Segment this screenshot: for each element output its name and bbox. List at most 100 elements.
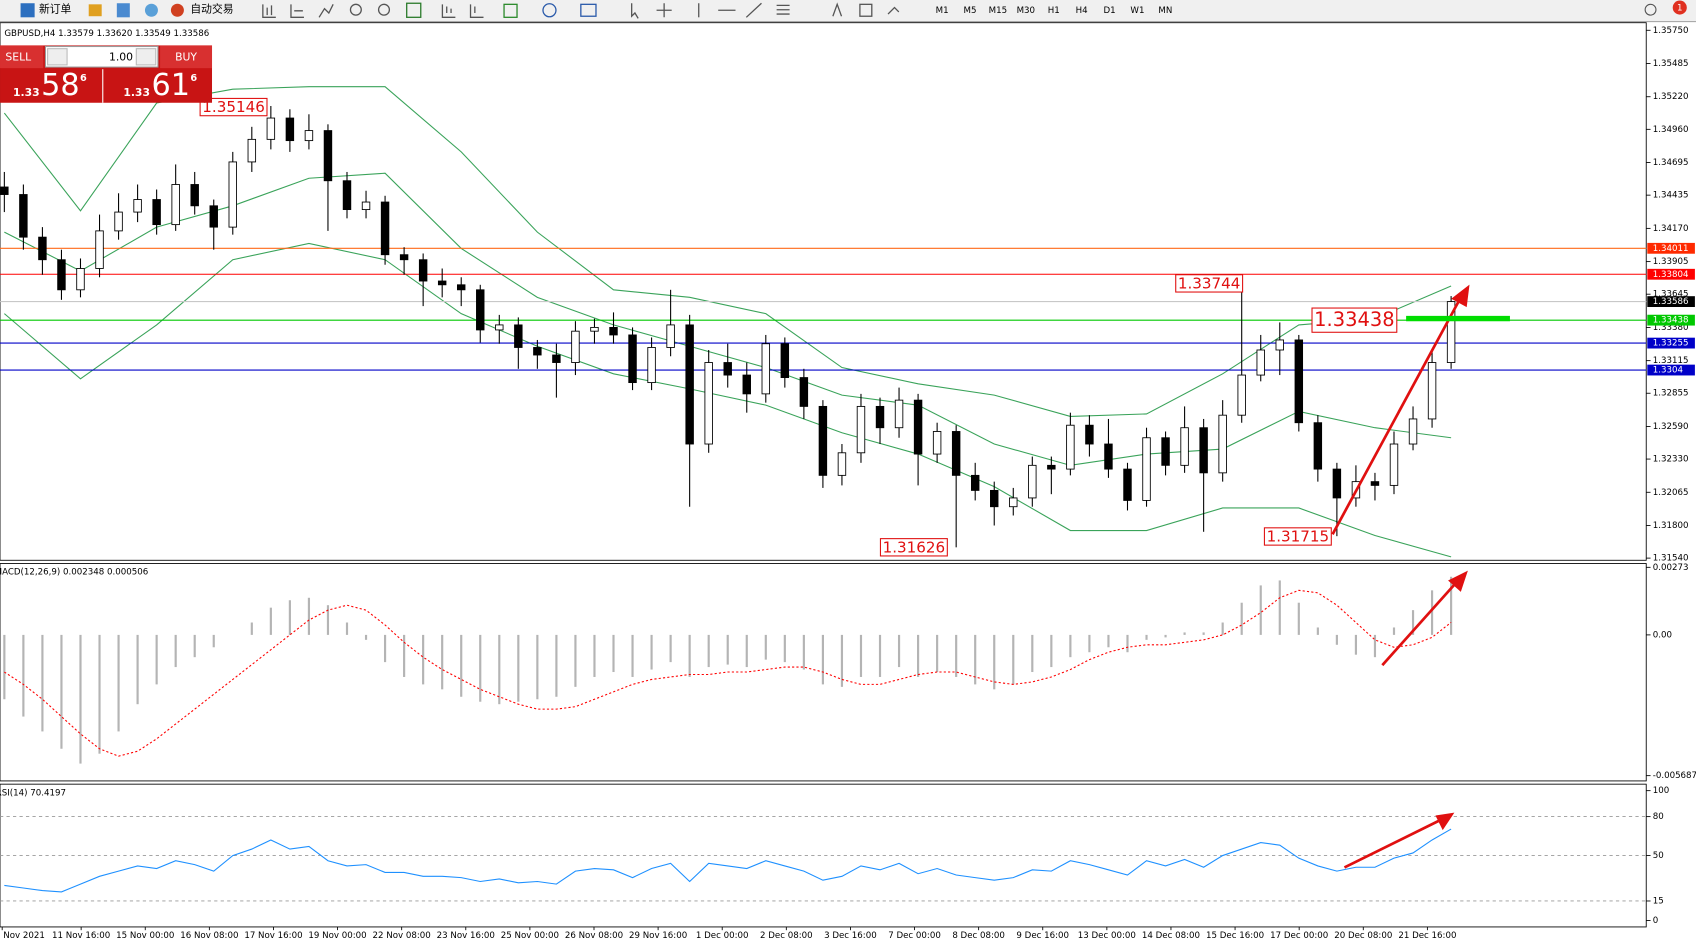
price-level-tag	[1647, 242, 1695, 254]
candle-body	[209, 205, 218, 228]
macd-bar	[269, 607, 272, 635]
toolbar-icon[interactable]	[116, 3, 130, 18]
macd-bar	[593, 634, 596, 677]
macd-bar	[1430, 590, 1434, 635]
lots-input[interactable]	[44, 45, 159, 68]
timeframe-button[interactable]: MN	[1158, 6, 1172, 16]
y-tick-label: 1.31540	[1653, 554, 1689, 564]
candle-body	[1180, 427, 1189, 466]
macd-bar	[1450, 576, 1453, 635]
timeframe-button[interactable]: H1	[1048, 6, 1060, 16]
sell-price-sup[interactable]: 6	[80, 73, 87, 84]
macd-bar	[764, 634, 767, 660]
x-tick-label: 1 Dec 00:00	[696, 931, 749, 941]
timeframe-button[interactable]: M30	[1017, 6, 1035, 16]
toolbar-bg	[0, 0, 1696, 22]
timeframe-button[interactable]: D1	[1103, 6, 1115, 16]
tool-icon[interactable]	[441, 4, 456, 18]
candle-body	[533, 347, 542, 356]
notification-badge[interactable]	[1672, 0, 1687, 15]
x-tick-label: 17 Dec 00:00	[1270, 931, 1328, 941]
candle-body	[799, 377, 809, 407]
macd-bar	[117, 634, 120, 732]
search[interactable]	[1644, 3, 1657, 16]
candle-body	[818, 405, 828, 476]
zoom-in[interactable]	[349, 3, 362, 16]
macd-bar	[1316, 627, 1319, 635]
sell-button[interactable]	[0, 45, 44, 69]
timeframe-button[interactable]: M15	[989, 6, 1007, 16]
trendline[interactable]	[745, 2, 762, 18]
text-tool[interactable]	[832, 2, 843, 17]
timeframe-button[interactable]: M5	[964, 6, 977, 16]
candle-body	[1446, 301, 1456, 363]
candle-body	[913, 399, 923, 455]
tool-icon[interactable]	[318, 4, 334, 18]
macd-bar	[1259, 585, 1262, 635]
y-tick-label: -0.005687	[1653, 771, 1696, 781]
periods[interactable]	[542, 3, 557, 18]
lots-value[interactable]: 1.00	[109, 50, 133, 63]
x-tick-label: 25 Nov 00:00	[501, 931, 559, 941]
lots-down[interactable]	[47, 48, 68, 66]
macd-bar	[1278, 580, 1281, 635]
arrows[interactable]	[887, 6, 900, 15]
candle-body	[1275, 339, 1284, 351]
macd-bar	[1088, 634, 1091, 653]
timeframe-button[interactable]: H4	[1076, 6, 1088, 16]
y-tick-label: 1.32590	[1653, 422, 1689, 432]
macd-bar	[1202, 632, 1205, 635]
candle-body	[152, 199, 161, 226]
channel[interactable]	[776, 4, 790, 15]
buy-price-big[interactable]: 61	[151, 68, 190, 103]
macd-bar	[3, 634, 6, 700]
macd-bar	[1107, 634, 1110, 648]
auto-trading-icon[interactable]	[170, 3, 184, 17]
timeframe-button[interactable]: M1	[936, 6, 949, 16]
sell-label[interactable]: SELL	[5, 50, 31, 63]
candle-body	[647, 347, 656, 384]
x-tick-label: 11 Nov 16:00	[52, 931, 110, 941]
x-tick-label: 29 Nov 16:00	[629, 931, 687, 941]
sell-price-big[interactable]: 58	[41, 68, 80, 103]
buy-button[interactable]	[160, 45, 213, 69]
zoom-out[interactable]	[377, 3, 391, 16]
tool-icon[interactable]	[469, 4, 484, 18]
macd-bar	[60, 634, 63, 749]
new-order-button[interactable]: 新订单	[39, 2, 72, 16]
candle-body	[171, 184, 180, 226]
toolbar-icon[interactable]	[144, 3, 158, 17]
templates[interactable]	[580, 3, 597, 17]
label-tool[interactable]	[859, 3, 873, 17]
buy-label[interactable]: BUY	[175, 50, 197, 63]
indicators[interactable]	[503, 3, 518, 18]
x-tick-label: 7 Dec 00:00	[888, 931, 941, 941]
y-tick-label: 0.00273	[1653, 563, 1689, 573]
y-tick-label: 1.33905	[1653, 257, 1689, 267]
toolbar-icon[interactable]	[88, 4, 102, 17]
candle-body	[1370, 481, 1380, 486]
new-order-icon[interactable]	[20, 3, 35, 18]
macd-bar	[1050, 634, 1053, 668]
auto-trading-button[interactable]: 自动交易	[190, 2, 233, 16]
buy-price-sup[interactable]: 6	[190, 73, 197, 84]
candle-body	[761, 343, 771, 395]
buy-price-prefix[interactable]: 1.33	[123, 86, 150, 99]
macd-bar	[1012, 634, 1015, 685]
tile-windows[interactable]	[406, 2, 422, 18]
lots-up[interactable]	[135, 48, 157, 66]
sell-price-prefix[interactable]: 1.33	[13, 86, 40, 99]
crosshair[interactable]	[656, 3, 672, 18]
x-tick-label: 8 Dec 08:00	[952, 931, 1005, 941]
candle-body	[285, 117, 295, 142]
timeframe-button[interactable]: W1	[1130, 6, 1144, 16]
cursor[interactable]	[631, 3, 639, 19]
drawn-arrows	[1331, 284, 1470, 869]
y-tick-label: 1.34435	[1653, 191, 1689, 201]
macd-bar	[250, 622, 253, 635]
candle-body	[628, 334, 637, 384]
price-annotation: 1.31715	[1267, 528, 1330, 546]
tool-icon[interactable]	[262, 4, 276, 18]
tool-icon[interactable]	[290, 4, 304, 18]
price-level-label: 1.33438	[1653, 316, 1689, 326]
